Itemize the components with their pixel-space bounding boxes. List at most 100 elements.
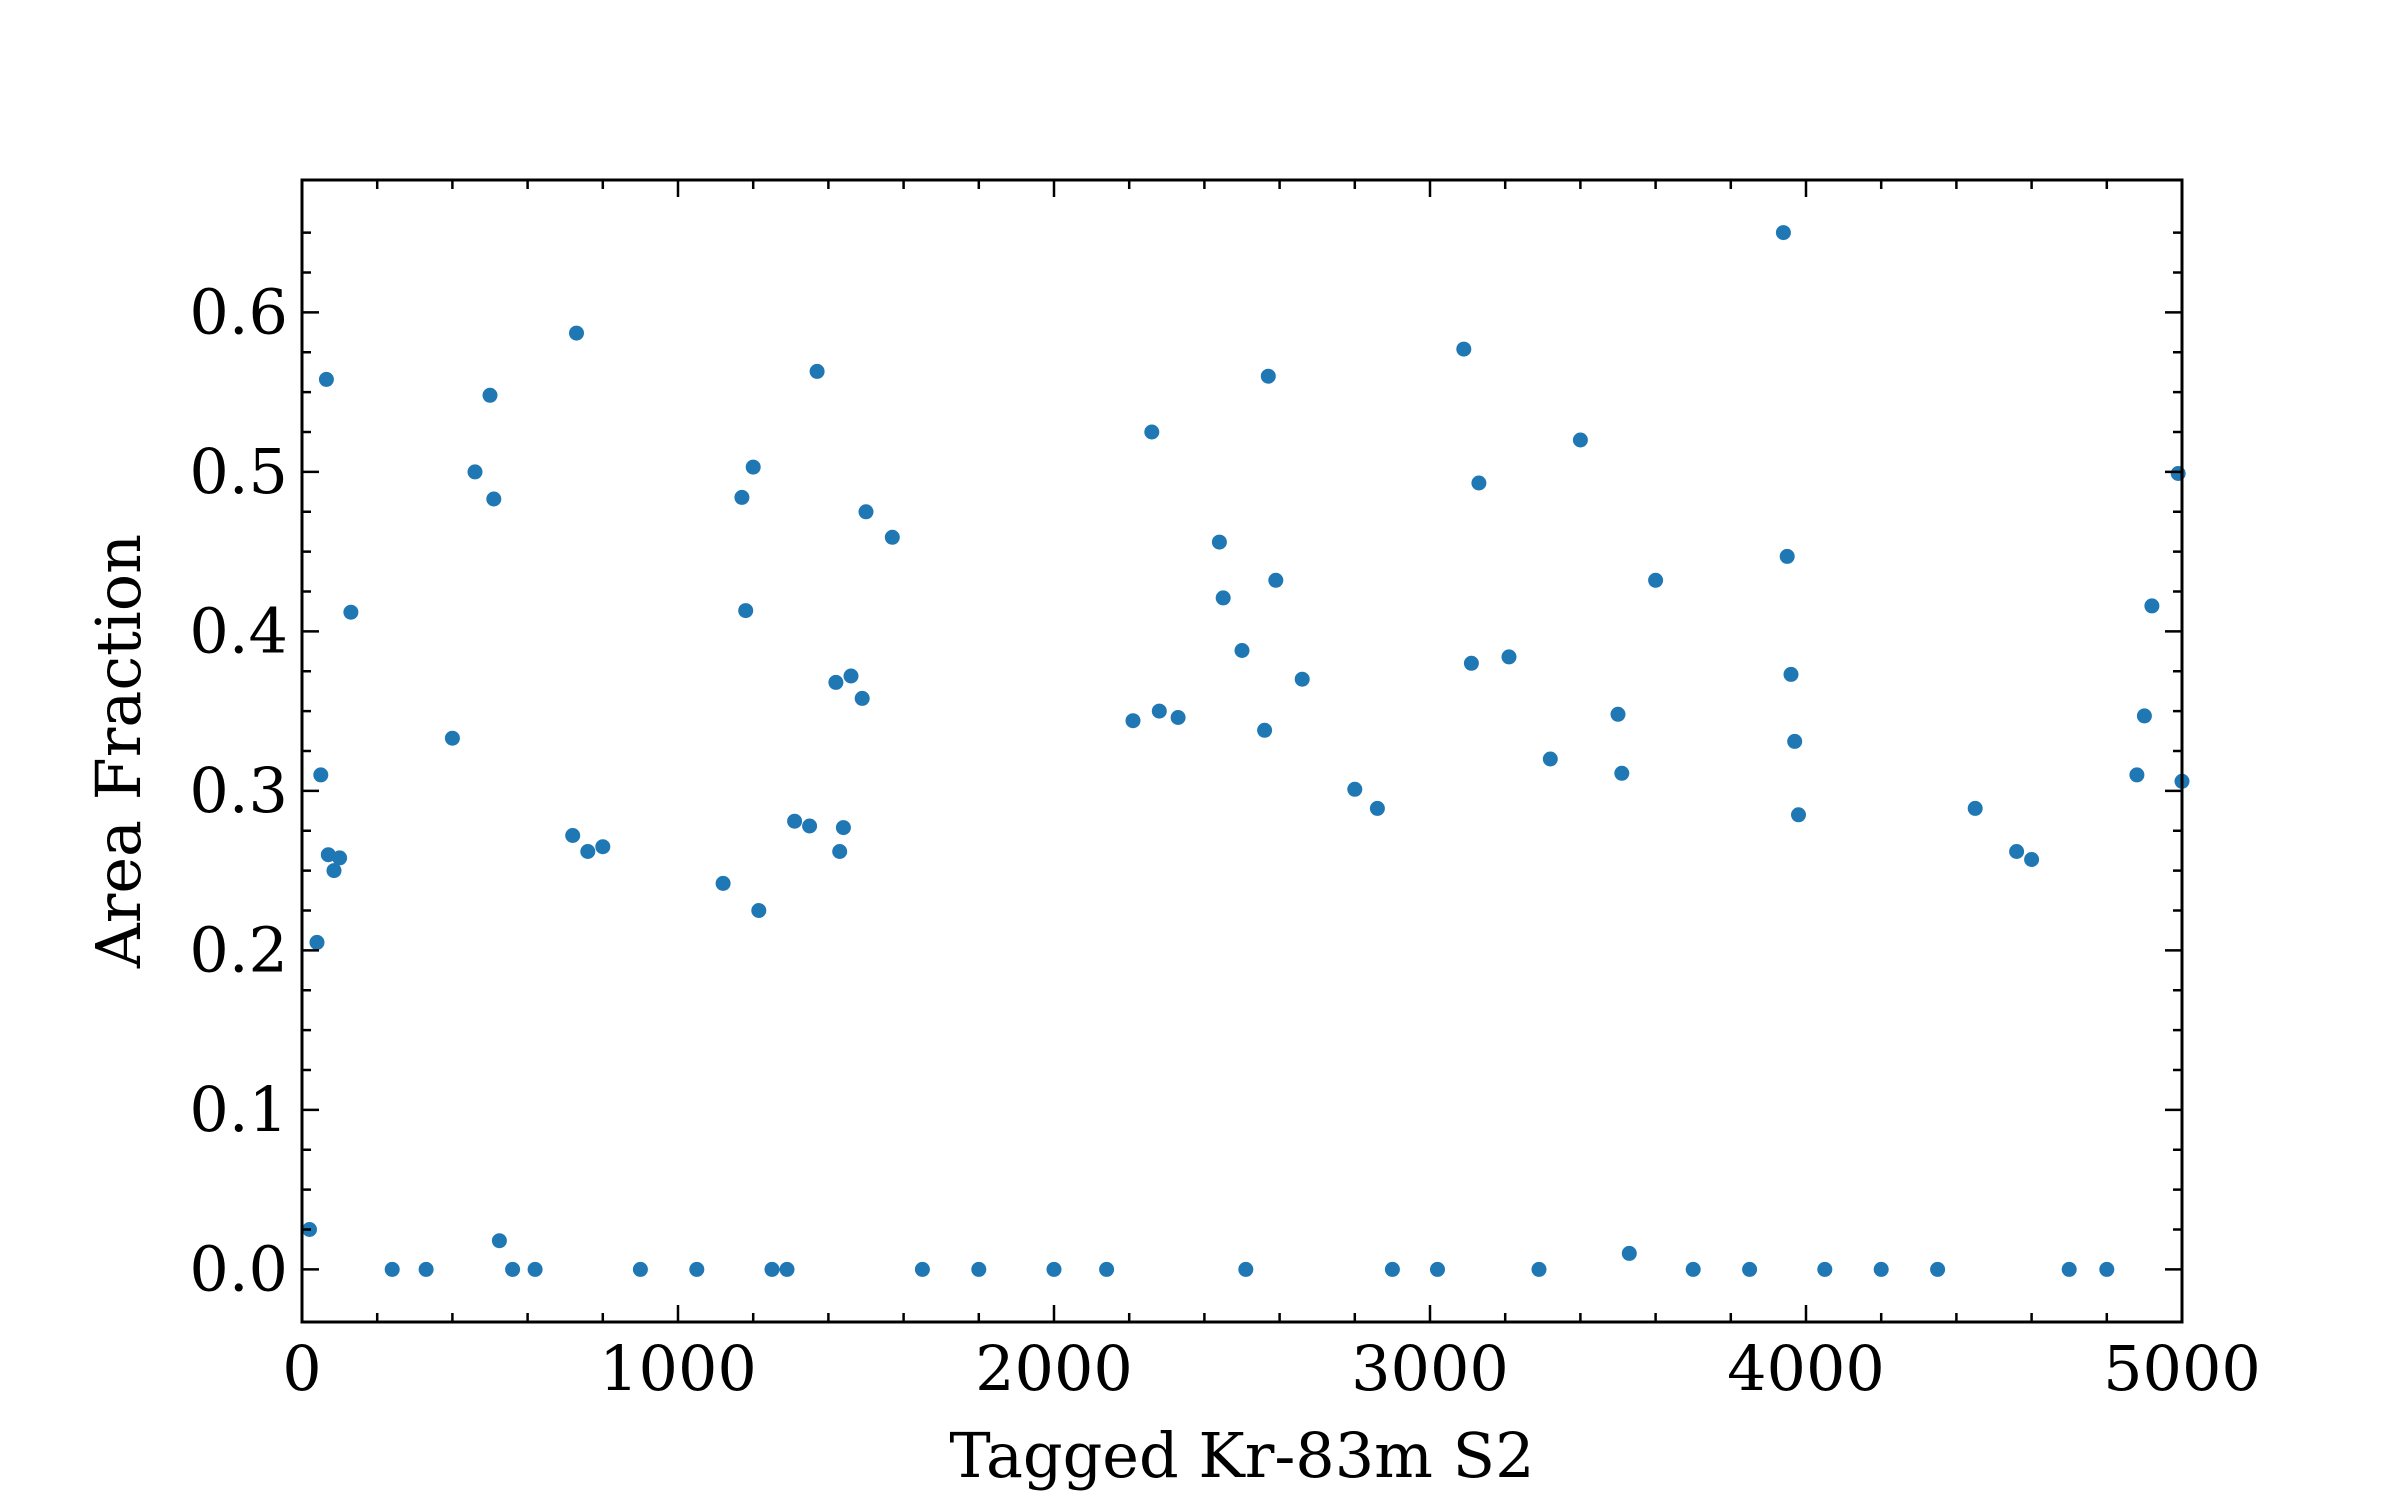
y-tick-labels: 0.0 0.1 0.2 0.3 0.4 0.5 0.6 [189, 275, 288, 1305]
data-point [1779, 548, 1795, 564]
data-point [2144, 598, 2160, 614]
data-point [738, 603, 754, 619]
x-tick-label: 2000 [975, 1332, 1133, 1405]
data-point [1787, 733, 1803, 749]
data-point [854, 690, 870, 706]
data-point [1384, 1261, 1400, 1277]
data-point [1572, 432, 1588, 448]
y-tick-label: 0.4 [189, 594, 288, 667]
data-point [318, 371, 334, 387]
data-point [309, 934, 325, 950]
data-point [2061, 1261, 2077, 1277]
data-points [302, 225, 2190, 1277]
data-point [1369, 800, 1385, 816]
data-point [971, 1261, 987, 1277]
y-axis-label: Area Fraction [82, 534, 155, 969]
data-point [418, 1261, 434, 1277]
x-tick-label: 5000 [2103, 1332, 2261, 1405]
data-point [320, 847, 336, 863]
data-point [384, 1261, 400, 1277]
data-point [505, 1261, 521, 1277]
data-point [802, 818, 818, 834]
y-tick-label: 0.1 [189, 1073, 288, 1146]
data-point [1531, 1261, 1547, 1277]
y-tick-label: 0.3 [189, 754, 288, 827]
data-point [1783, 666, 1799, 682]
data-point [884, 529, 900, 545]
data-point [779, 1261, 795, 1277]
data-point [858, 504, 874, 520]
plot-frame [300, 178, 2184, 1324]
data-point [1347, 781, 1363, 797]
data-point [1610, 706, 1626, 722]
data-point [1621, 1245, 1637, 1261]
x-tick-label: 0 [282, 1332, 321, 1405]
data-point [332, 850, 348, 866]
data-point [326, 863, 342, 879]
x-tick-label: 1000 [599, 1332, 757, 1405]
data-point [1648, 572, 1664, 588]
data-point [734, 489, 750, 505]
data-point [482, 387, 498, 403]
data-point [1967, 800, 1983, 816]
data-point [569, 325, 584, 341]
data-point [527, 1261, 543, 1277]
data-point [1144, 424, 1160, 440]
data-point [444, 730, 460, 746]
data-point [1930, 1261, 1946, 1277]
data-point [1742, 1261, 1758, 1277]
data-point [1873, 1261, 1889, 1277]
data-point [1125, 713, 1141, 729]
data-point [1456, 341, 1472, 357]
data-point [2009, 844, 2025, 859]
data-point [1501, 649, 1517, 665]
data-point [689, 1261, 705, 1277]
data-point [486, 491, 502, 507]
data-point [1257, 722, 1273, 738]
data-point [715, 875, 731, 891]
data-point [1471, 475, 1487, 491]
data-point [1430, 1261, 1445, 1277]
data-point [843, 668, 859, 684]
data-point [1775, 225, 1791, 241]
data-point [1046, 1261, 1062, 1277]
data-point [835, 820, 851, 836]
data-point [1211, 534, 1227, 550]
y-tick-label: 0.0 [189, 1232, 288, 1305]
data-point [745, 459, 761, 475]
data-point [1170, 710, 1186, 725]
data-point [580, 844, 596, 859]
data-point [2024, 852, 2040, 867]
data-point [1791, 807, 1806, 823]
data-point [1234, 643, 1250, 658]
data-point [2099, 1261, 2115, 1277]
x-tick-label: 3000 [1351, 1332, 1509, 1405]
data-point [828, 674, 844, 690]
data-point [595, 839, 611, 855]
y-tick-label: 0.6 [189, 275, 288, 348]
x-axis-label: Tagged Kr-83m S2 [949, 1419, 1534, 1492]
data-point [1268, 572, 1284, 588]
data-point [1542, 751, 1558, 767]
data-point [565, 828, 581, 843]
data-point [632, 1261, 648, 1277]
data-point [313, 767, 329, 783]
y-tick-label: 0.5 [189, 435, 288, 508]
x-tick-labels: 0 1000 2000 3000 4000 5000 [282, 1332, 2261, 1405]
data-point [1294, 671, 1310, 687]
data-point [491, 1233, 507, 1249]
data-point [1685, 1261, 1701, 1277]
data-point [809, 363, 825, 379]
data-point [1151, 703, 1167, 719]
x-tick-label: 4000 [1727, 1332, 1885, 1405]
data-point [467, 464, 483, 480]
data-point [2136, 708, 2152, 724]
data-point [2129, 767, 2145, 783]
data-point [764, 1261, 780, 1277]
data-point [1099, 1261, 1115, 1277]
data-point [787, 813, 803, 829]
y-tick-label: 0.2 [189, 913, 288, 986]
data-point [1817, 1261, 1833, 1277]
data-point [1238, 1261, 1254, 1277]
